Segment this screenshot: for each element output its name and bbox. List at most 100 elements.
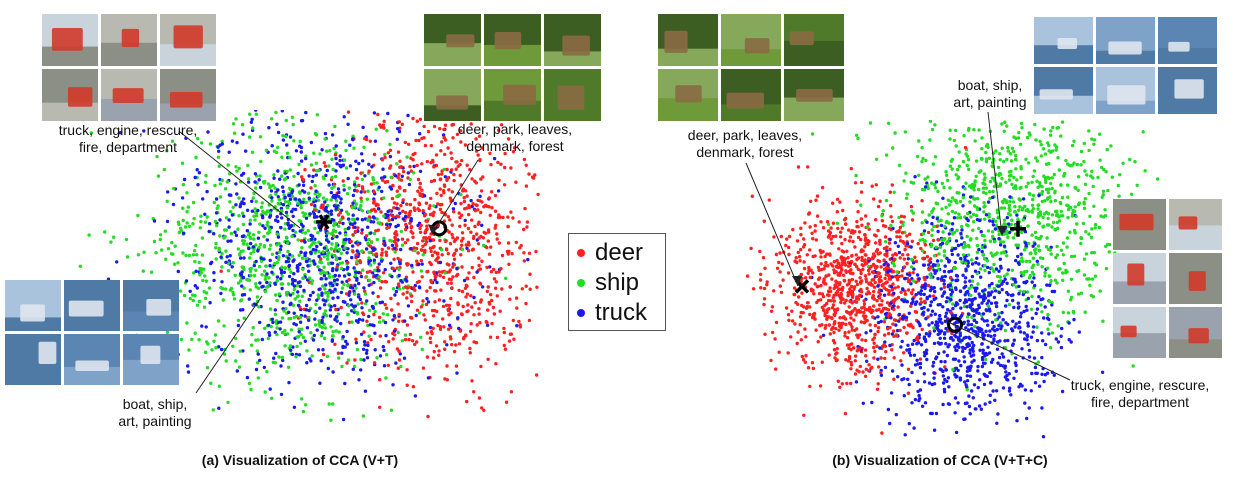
scatter-point-ship: [408, 177, 412, 182]
scatter-point-deer: [514, 296, 519, 300]
scatter-point-deer: [855, 264, 859, 269]
scatter-point-truck: [299, 159, 304, 163]
scatter-point-deer: [762, 302, 766, 307]
scatter-point-deer: [872, 252, 876, 256]
scatter-point-ship: [324, 314, 329, 318]
scatter-point-truck: [238, 308, 243, 312]
scatter-point-ship: [124, 237, 129, 242]
scatter-point-ship: [810, 132, 815, 136]
scatter-point-truck: [377, 262, 381, 266]
scatter-point-deer: [407, 337, 411, 342]
scatter-point-ship: [240, 123, 245, 127]
scatter-point-deer: [864, 354, 868, 358]
scatter-point-truck: [441, 133, 446, 137]
scatter-point-ship: [267, 203, 271, 207]
scatter-point-deer: [446, 215, 451, 219]
scatter-point-deer: [416, 177, 421, 182]
scatter-point-truck: [363, 174, 367, 178]
scatter-point-truck: [302, 288, 306, 293]
scatter-point-deer: [823, 311, 827, 315]
scatter-point-truck: [337, 274, 341, 278]
scatter-point-ship: [226, 400, 230, 405]
scatter-point-truck: [1001, 355, 1006, 359]
scatter-point-truck: [345, 342, 349, 346]
scatter-point-ship: [891, 146, 895, 150]
scatter-point-deer: [397, 120, 401, 124]
scatter-point-deer: [450, 223, 454, 227]
scatter-point-deer: [437, 349, 441, 353]
scatter-point-deer: [401, 169, 406, 174]
scatter-point-deer: [928, 265, 933, 269]
scatter-point-deer: [424, 302, 429, 307]
scatter-point-deer: [797, 255, 802, 259]
scatter-point-deer: [832, 286, 836, 291]
scatter-point-ship: [943, 236, 947, 241]
scatter-point-truck: [988, 219, 992, 223]
scatter-point-ship: [937, 252, 941, 256]
scatter-point-deer: [356, 226, 360, 230]
scatter-point-ship: [1014, 136, 1018, 140]
scatter-point-ship: [936, 189, 940, 194]
scatter-point-ship: [268, 243, 273, 247]
scatter-point-ship: [984, 186, 988, 190]
scatter-point-truck: [245, 208, 250, 212]
scatter-point-ship: [300, 397, 304, 401]
scatter-point-deer: [419, 223, 423, 228]
scatter-point-ship: [224, 216, 229, 220]
scatter-point-ship: [326, 254, 330, 258]
scatter-point-deer: [819, 298, 823, 302]
scatter-point-ship: [328, 149, 332, 153]
scatter-point-truck: [297, 330, 301, 334]
scatter-point-ship: [1082, 159, 1086, 164]
scatter-point-ship: [323, 309, 328, 313]
scatter-point-deer: [829, 316, 834, 320]
scatter-point-truck: [253, 180, 257, 184]
scatter-point-ship: [314, 302, 318, 306]
scatter-point-truck: [1011, 298, 1015, 303]
scatter-point-deer: [904, 318, 908, 322]
scatter-point-ship: [297, 190, 302, 194]
scatter-point-deer: [346, 260, 350, 265]
scatter-point-ship: [311, 240, 315, 244]
scatter-point-ship: [165, 330, 170, 334]
scatter-point-truck: [976, 369, 980, 373]
scatter-point-ship: [384, 353, 389, 357]
scatter-point-ship: [191, 200, 196, 205]
scatter-point-deer: [353, 358, 357, 362]
scatter-point-truck: [346, 265, 350, 270]
scatter-point-deer: [845, 381, 849, 386]
scatter-point-ship: [968, 200, 972, 204]
scatter-point-deer: [835, 307, 840, 311]
scatter-point-truck: [980, 357, 985, 362]
scatter-point-deer: [479, 177, 483, 181]
scatter-point-deer: [376, 203, 380, 207]
scatter-point-truck: [240, 284, 244, 288]
scatter-point-deer: [834, 264, 839, 269]
scatter-point-ship: [983, 268, 987, 273]
scatter-point-truck: [321, 348, 325, 352]
scatter-point-truck: [307, 269, 311, 273]
scatter-point-deer: [758, 249, 762, 254]
scatter-point-truck: [1041, 366, 1045, 371]
scatter-point-deer: [419, 258, 423, 263]
scatter-point-deer: [528, 287, 532, 291]
scatter-point-truck: [281, 203, 286, 207]
scatter-point-ship: [352, 364, 357, 369]
scatter-point-ship: [1038, 184, 1042, 188]
scatter-point-deer: [523, 206, 527, 211]
scatter-point-truck: [900, 363, 904, 367]
scatter-point-deer: [454, 343, 458, 347]
scatter-point-deer: [334, 307, 338, 312]
scatter-point-deer: [413, 197, 417, 202]
scatter-point-ship: [1060, 120, 1065, 124]
scatter-point-ship: [187, 224, 192, 228]
scatter-point-truck: [245, 229, 249, 233]
scatter-point-truck: [428, 325, 433, 330]
scatter-point-deer: [486, 239, 490, 243]
scatter-point-ship: [255, 295, 260, 299]
scatter-point-truck: [176, 269, 180, 274]
scatter-point-ship: [443, 271, 447, 275]
scatter-point-deer: [875, 248, 880, 252]
scatter-point-deer: [830, 306, 835, 310]
scatter-point-ship: [344, 166, 349, 170]
